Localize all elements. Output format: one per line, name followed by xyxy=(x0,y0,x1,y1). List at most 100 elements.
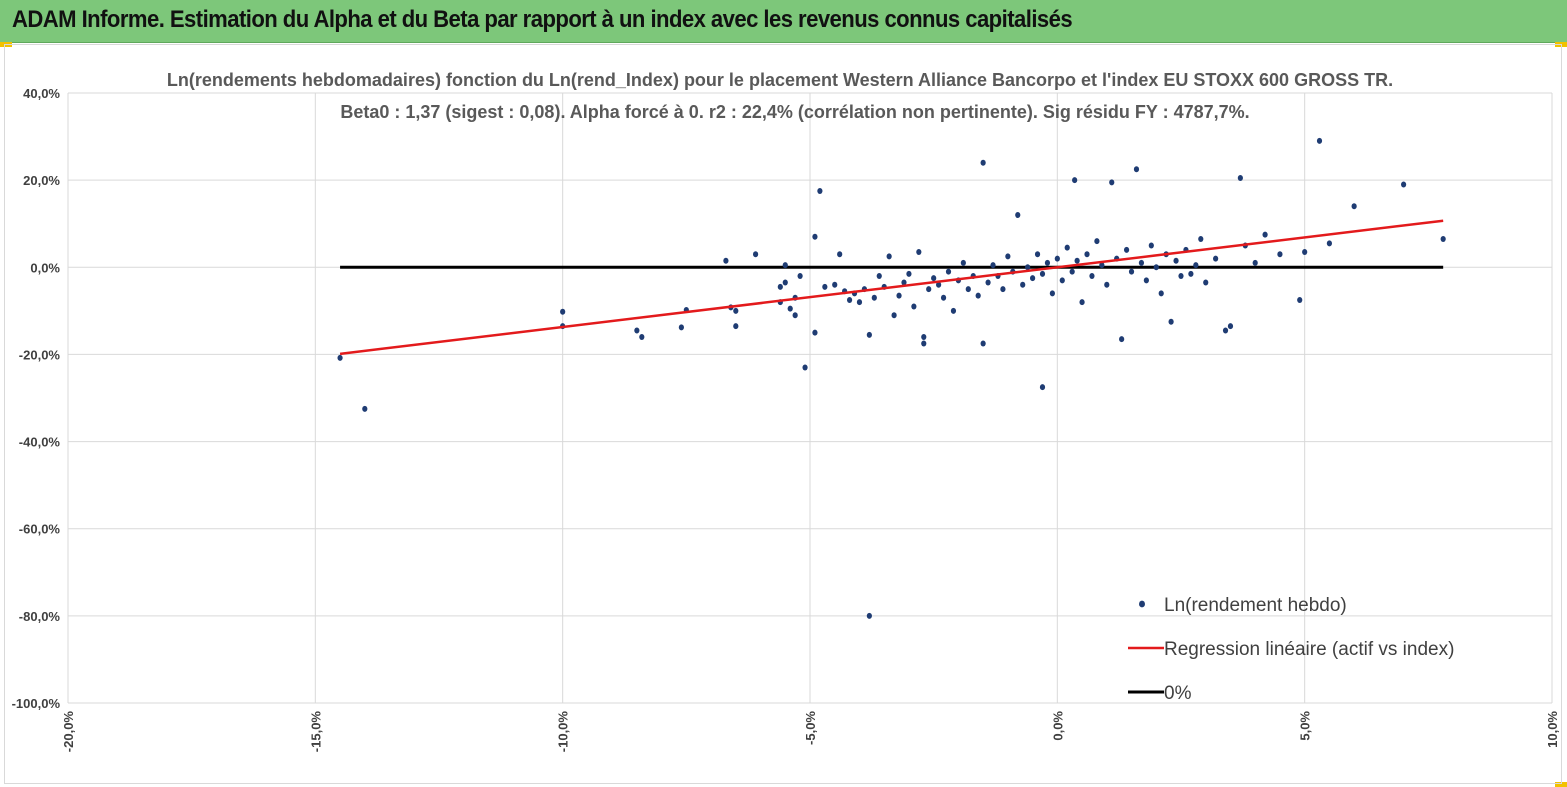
data-point xyxy=(911,303,917,310)
data-point xyxy=(866,612,872,619)
x-tick-label: 10,0% xyxy=(1545,711,1560,748)
data-point xyxy=(940,294,947,301)
data-point xyxy=(1252,259,1258,266)
data-point xyxy=(822,283,828,290)
x-tick-label: -5,0% xyxy=(803,711,818,745)
data-point xyxy=(782,279,788,286)
data-point xyxy=(931,275,937,282)
data-point xyxy=(812,329,818,336)
chart-frame xyxy=(4,44,1562,784)
data-point xyxy=(990,262,996,269)
data-point xyxy=(901,279,907,286)
data-point xyxy=(1039,384,1046,391)
data-point xyxy=(1123,246,1130,253)
data-point xyxy=(1072,177,1078,184)
y-tick-label: -100,0% xyxy=(12,696,61,711)
data-point xyxy=(1069,268,1075,275)
data-point xyxy=(1049,290,1055,297)
data-point xyxy=(639,334,645,340)
data-point xyxy=(891,312,897,319)
data-point xyxy=(916,249,922,256)
data-point xyxy=(832,281,838,288)
data-point xyxy=(1158,290,1164,297)
data-point xyxy=(362,405,368,412)
data-point xyxy=(1297,296,1303,303)
data-point xyxy=(802,364,808,371)
data-point xyxy=(1000,286,1006,293)
data-point xyxy=(1133,166,1140,173)
y-tick-label: -80,0% xyxy=(19,609,61,624)
legend-label: Ln(rendement hebdo) xyxy=(1164,595,1347,616)
data-point xyxy=(792,312,798,319)
data-point xyxy=(1262,231,1268,238)
data-point xyxy=(1188,270,1194,277)
data-point xyxy=(1277,251,1283,258)
legend-label: 0% xyxy=(1164,683,1192,704)
data-point xyxy=(1104,281,1110,288)
data-point xyxy=(777,283,783,290)
data-point xyxy=(1193,262,1199,269)
x-tick-label: 5,0% xyxy=(1298,711,1313,741)
data-point xyxy=(1203,279,1209,286)
data-point xyxy=(678,324,684,331)
data-point xyxy=(733,323,739,330)
data-point xyxy=(1099,262,1105,269)
corner-marker-bottom-right xyxy=(1555,782,1567,787)
data-point xyxy=(1074,257,1080,264)
x-tick-label: 0,0% xyxy=(1050,711,1065,741)
y-tick-label: 0,0% xyxy=(30,260,60,275)
data-point xyxy=(1005,253,1011,260)
data-point xyxy=(980,159,986,166)
data-point xyxy=(926,286,932,293)
data-point xyxy=(812,233,818,240)
data-point xyxy=(866,331,872,338)
data-point xyxy=(1143,277,1149,284)
data-point xyxy=(965,286,971,293)
chart-title-line-1: Ln(rendements hebdomadaires) fonction du… xyxy=(167,70,1393,90)
data-point xyxy=(906,270,912,277)
y-tick-label: 20,0% xyxy=(23,173,60,188)
data-point xyxy=(1440,235,1446,242)
data-point xyxy=(975,292,981,299)
data-point xyxy=(782,262,788,269)
x-tick-label: -20,0% xyxy=(61,711,76,753)
x-tick-label: -10,0% xyxy=(556,711,571,753)
data-point xyxy=(1401,181,1407,188)
data-point xyxy=(871,294,877,301)
data-point xyxy=(1044,259,1051,266)
data-point xyxy=(1109,179,1115,186)
data-point xyxy=(1025,264,1031,271)
legend-label: Regression linéaire (actif vs index) xyxy=(1164,639,1454,660)
y-tick-label: -40,0% xyxy=(19,435,61,450)
data-point xyxy=(337,354,343,361)
y-tick-label: -60,0% xyxy=(19,522,61,537)
data-point xyxy=(752,251,759,258)
data-point xyxy=(1168,318,1174,325)
data-point xyxy=(896,292,902,299)
data-point xyxy=(921,334,927,340)
data-point xyxy=(1213,255,1219,262)
data-point xyxy=(1034,251,1041,258)
data-point xyxy=(733,307,739,314)
data-point xyxy=(1173,257,1179,264)
data-point xyxy=(1059,277,1065,284)
data-point xyxy=(1030,275,1036,282)
data-point xyxy=(1119,336,1125,343)
axis-labels: 40,0% 20,0% 0,0% -20,0% -40,0% -60,0% -80,0% -1… xyxy=(12,86,1560,752)
y-tick-label: 40,0% xyxy=(23,86,60,101)
data-point xyxy=(936,281,942,288)
data-point xyxy=(1316,137,1323,144)
data-point xyxy=(921,340,927,347)
data-point xyxy=(817,188,823,195)
data-point xyxy=(876,273,882,279)
data-point xyxy=(1227,323,1234,330)
data-point xyxy=(950,307,957,314)
regression-line xyxy=(339,219,1444,356)
data-point xyxy=(1094,238,1100,245)
data-points xyxy=(337,137,1446,619)
data-point xyxy=(1054,255,1060,262)
data-point xyxy=(960,259,966,266)
data-point xyxy=(1148,242,1154,249)
data-point xyxy=(797,273,803,279)
